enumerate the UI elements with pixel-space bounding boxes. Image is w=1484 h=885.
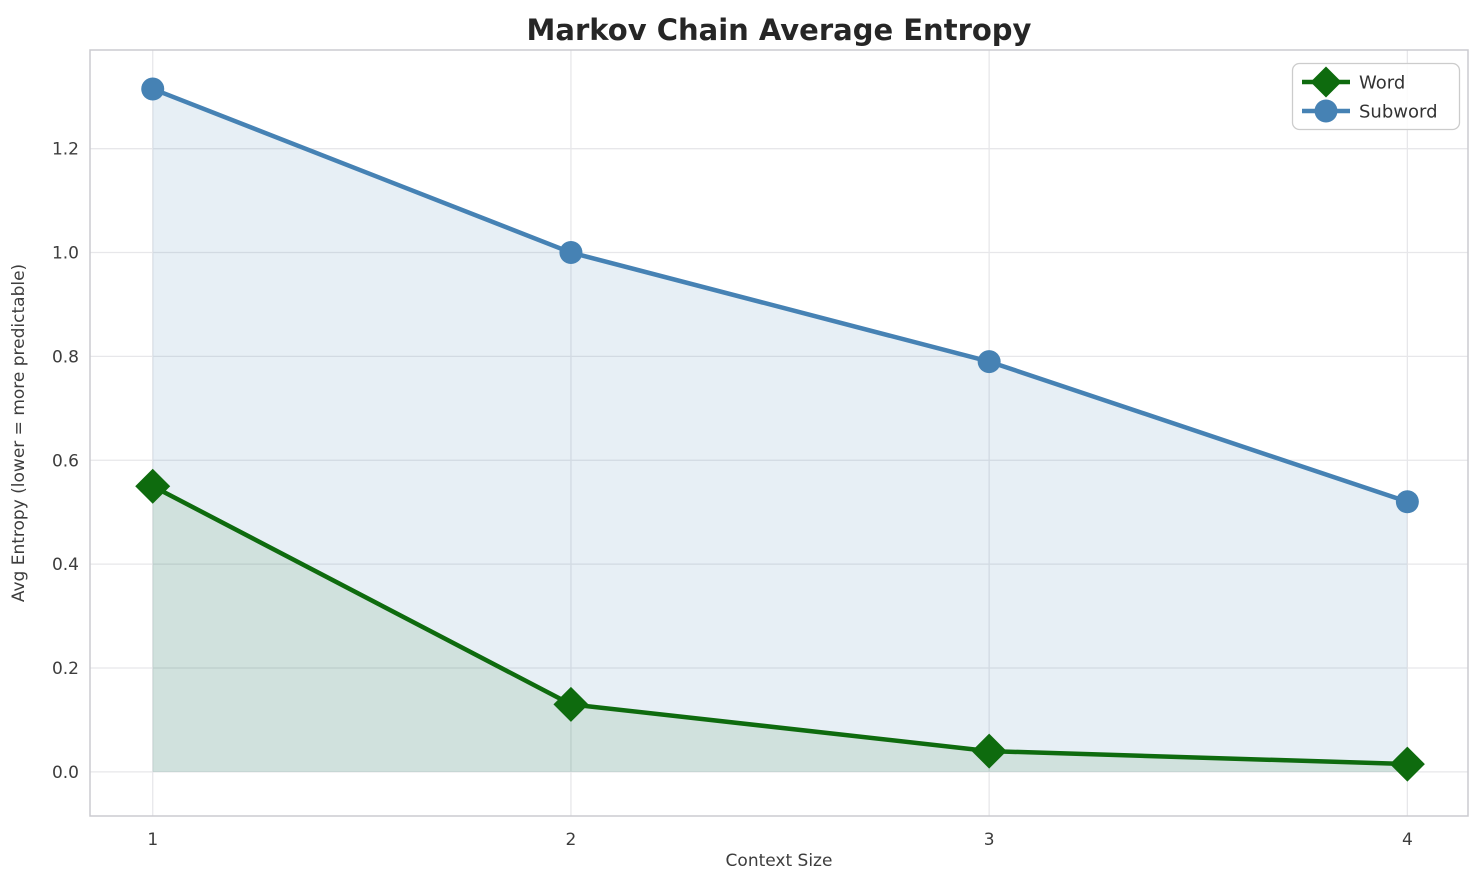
y-tick-label: 1.0 — [52, 244, 79, 264]
y-tick-label: 0.8 — [52, 347, 79, 367]
tick-labels: 0.0 0.2 0.4 0.6 0.8 1.0 1.2 1 2 3 4 — [52, 140, 1413, 850]
x-tick-label: 4 — [1402, 830, 1413, 850]
marker-word-diamond — [971, 733, 1007, 769]
y-tick-label: 0.0 — [52, 763, 79, 783]
legend-subword-label: Subword — [1359, 102, 1438, 123]
legend-subword-circle-icon — [1314, 99, 1338, 123]
legend-item-subword: Subword — [1302, 99, 1438, 123]
x-tick-label: 1 — [147, 830, 158, 850]
line-word — [150, 483, 1410, 767]
area-fills — [152, 88, 1408, 772]
marker-subword-circle — [559, 241, 583, 265]
marker-word-diamond — [135, 468, 171, 504]
x-tick-label: 2 — [566, 830, 577, 850]
legend: Word Subword — [1291, 62, 1461, 131]
grid-lines — [90, 50, 1468, 816]
x-axis-label: Context Size — [726, 851, 833, 871]
axes-spines — [89, 49, 1469, 817]
data-series — [135, 77, 1425, 782]
area-fill-subword — [152, 88, 1408, 772]
legend-word-diamond-icon — [1310, 66, 1342, 98]
chart-title: Markov Chain Average Entropy — [527, 13, 1032, 47]
marker-subword-circle — [141, 77, 165, 101]
y-tick-label: 0.2 — [52, 659, 79, 679]
line-subword — [150, 86, 1410, 505]
legend-word-label: Word — [1359, 73, 1405, 94]
plot-border — [89, 49, 1469, 817]
y-tick-label: 1.2 — [52, 140, 79, 160]
y-axis-label: Avg Entropy (lower = more predictable) — [9, 264, 29, 602]
marker-word-diamond — [553, 686, 589, 722]
marker-word-diamond — [1389, 746, 1425, 782]
marker-subword-circle — [977, 350, 1001, 374]
y-tick-label: 0.4 — [52, 555, 79, 575]
marker-subword-circle — [1395, 490, 1419, 514]
x-tick-label: 3 — [984, 830, 995, 850]
legend-item-word: Word — [1302, 66, 1405, 98]
area-fill-word — [152, 486, 1408, 772]
y-tick-label: 0.6 — [52, 451, 79, 471]
